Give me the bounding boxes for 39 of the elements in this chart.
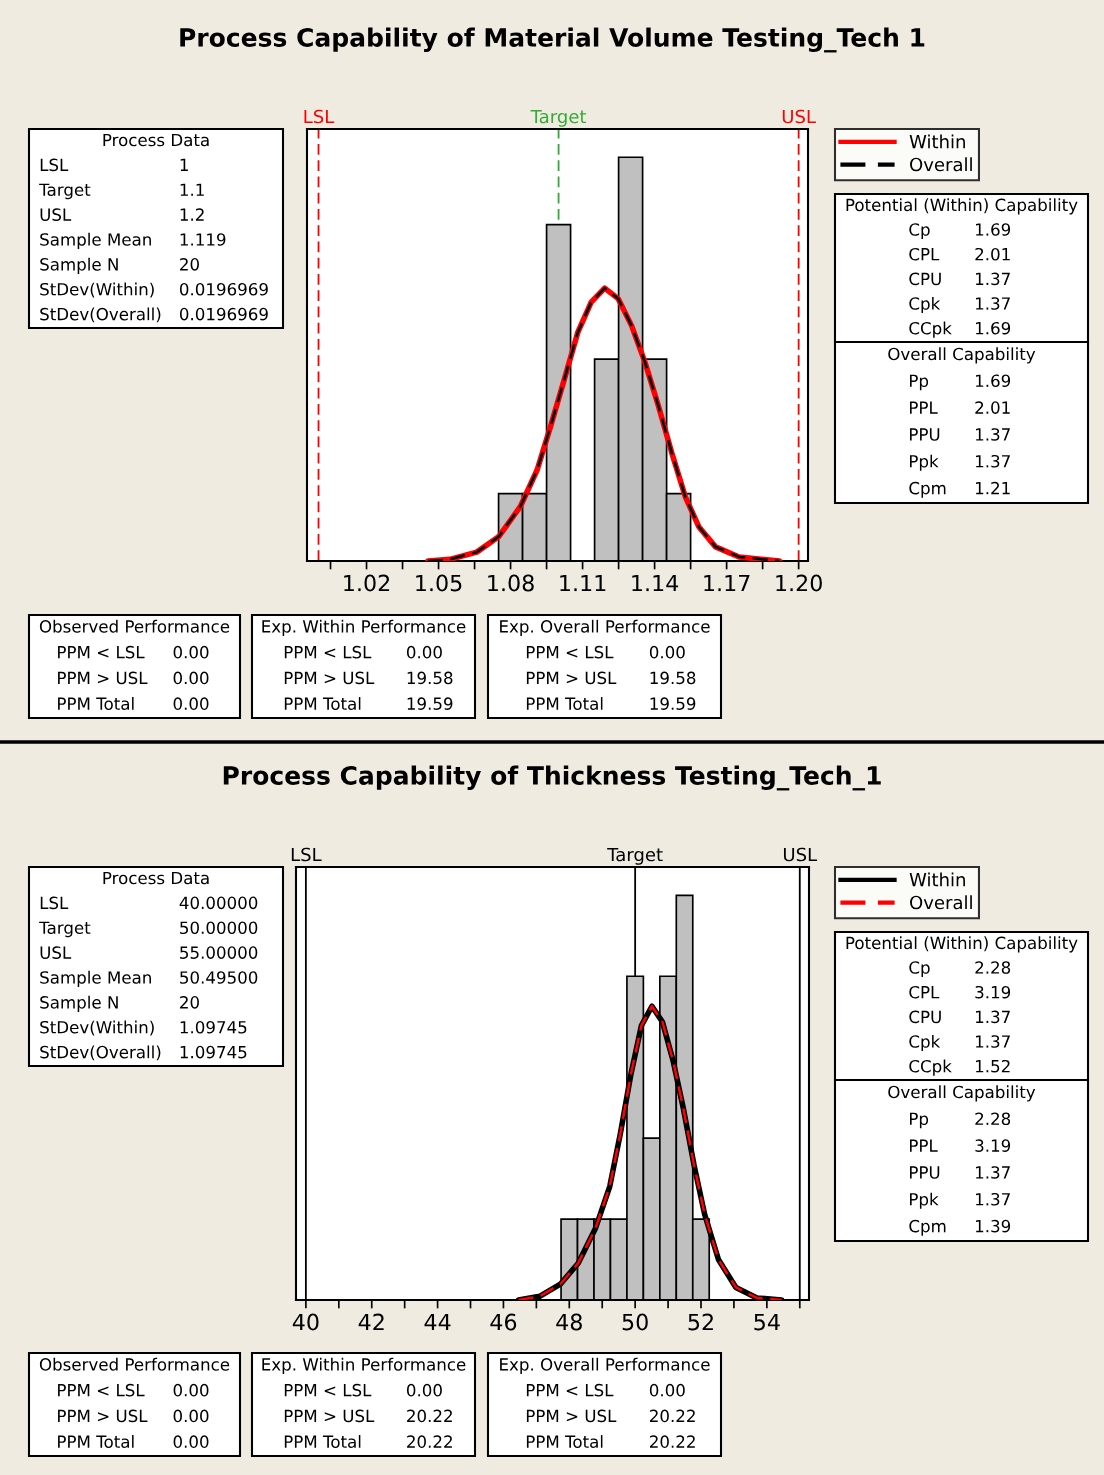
legend-label: Overall [910,157,972,172]
text: Exp. Within Performance PPM < LSL 0.00 PPM > USL 19.58 PPM Total 19.59 [262,619,466,710]
ref-line-label: LSL [304,109,335,124]
x-tick-label: 46 [490,1313,517,1331]
x-tick-label: 1.17 [704,574,750,592]
text: Potential (Within) Capability Cp 2.28 CPL 3.19 CPU 1.37 Cpk 1.37 CCpk 1.52 [846,936,1078,1076]
text: Overall Capability Pp 1.69 PPL 2.01 PPU 1.37 Ppk 1.37 Cpm 1.21 [888,347,1036,498]
x-tick-label: 1.05 [416,574,462,592]
ref-line-label: Target [530,109,587,127]
ref-line-label: USL [782,109,816,124]
x-tick-label: 48 [556,1313,582,1331]
chart-title: Process Capability of Material Volume Testing_Tech 1 [180,27,925,53]
text: Observed Performance PPM < LSL 0.00 PPM > USL 0.00 PPM Total 0.00 [39,619,230,710]
x-tick-label: 50 [622,1313,648,1331]
ref-line-label: USL [783,847,818,862]
ref-line-label: Target [607,847,663,865]
text: Exp. Within Performance PPM < LSL 0.00 PPM > USL 20.22 PPM Total 20.22 [262,1357,466,1448]
x-tick-label: 1.11 [560,574,606,592]
legend-label: Within [909,134,965,149]
x-tick-label: 1.20 [776,574,822,592]
ref-line-label: LSL [291,847,322,862]
x-tick-label: 44 [424,1313,451,1331]
text: Process Data LSL 1 Target 1.1 USL 1.2 Sample Mean 1.119 Sample N 20 StDev(Within) 0.0196969 StDev(Overall) 0.0196969 [39,133,268,323]
x-tick-label: 42 [358,1313,384,1331]
text: Overall Capability Pp 2.28 PPL 3.19 PPU 1.37 Ppk 1.37 Cpm 1.39 [888,1085,1036,1236]
chart-title: Process Capability of Thickness Testing_Tech_1 [223,765,881,791]
x-tick-label: 52 [688,1313,713,1331]
text: Exp. Overall Performance PPM < LSL 0.00 PPM > USL 20.22 PPM Total 20.22 [500,1357,710,1448]
legend-label: Overall [910,895,972,910]
text: Observed Performance PPM < LSL 0.00 PPM > USL 0.00 PPM Total 0.00 [39,1357,230,1448]
legend-label: Within [909,872,965,887]
x-tick-label: 1.08 [488,574,534,592]
x-tick-label: 1.02 [344,574,390,592]
text: Potential (Within) Capability Cp 1.69 CPL 2.01 CPU 1.37 Cpk 1.37 CCpk 1.69 [846,198,1078,338]
x-tick-label: 54 [754,1313,780,1331]
x-tick-label: 1.14 [632,574,679,592]
text: Process Data LSL 40.00000 Target 50.00000 USL 55.00000 Sample Mean 50.49500 Sample N 20 StDev(Within) 1.09745 StDev(Overall) 1.09745 [39,871,258,1061]
x-tick-label: 40 [292,1313,319,1331]
text: Exp. Overall Performance PPM < LSL 0.00 PPM > USL 19.58 PPM Total 19.59 [500,619,710,710]
